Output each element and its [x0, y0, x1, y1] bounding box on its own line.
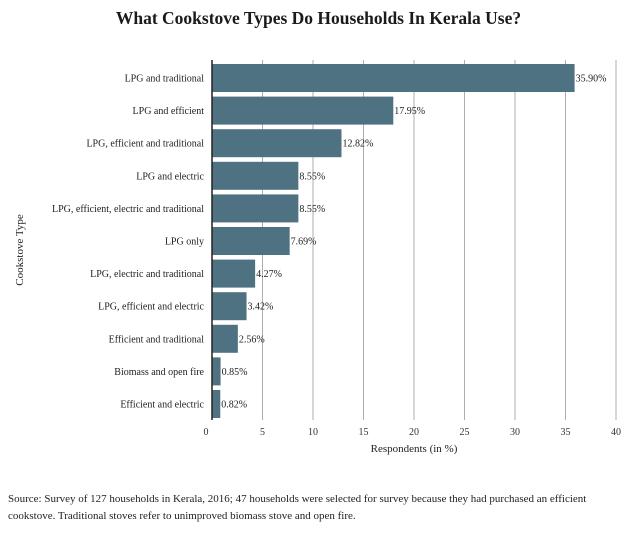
bar	[212, 161, 299, 190]
x-tick-label: 30	[510, 427, 520, 438]
value-label: 3.42%	[248, 302, 274, 313]
bar-chart: 0 5 10 15 20 25 30 35 40 LPG and traditionalLPG …	[14, 60, 622, 455]
x-tick-label: 0	[204, 427, 209, 438]
category-label: LPG, electric and traditional	[90, 269, 204, 280]
value-labels: 35.90% 17.95% 12.82% 8.55% 8.55% 7.69% 4.27% 3.…	[221, 74, 606, 411]
category-label: Efficient and traditional	[109, 334, 205, 345]
value-label: 8.55%	[299, 204, 325, 215]
chart-title: What Cookstove Types Do Households In Ke…	[115, 8, 522, 28]
x-tick-label: 35	[561, 427, 571, 438]
x-axis-title: Respondents (in %)	[371, 443, 458, 455]
y-axis-categories: LPG and traditional LPG and efficient LPG,…	[52, 74, 205, 411]
bar	[212, 194, 299, 223]
category-label: LPG, efficient and electric	[98, 302, 204, 313]
value-label: 4.27%	[256, 269, 282, 280]
value-label: 12.82%	[342, 139, 373, 150]
bar	[212, 129, 342, 158]
value-label: 8.55%	[299, 171, 325, 182]
category-label: LPG and efficient	[133, 106, 205, 117]
x-tick-label: 5	[260, 427, 265, 438]
x-tick-label: 25	[460, 427, 470, 438]
bars	[212, 64, 575, 418]
category-label: LPG, efficient and traditional	[86, 139, 204, 150]
bar	[212, 96, 394, 125]
value-label: 17.95%	[394, 106, 425, 117]
x-axis-ticks: 0 5 10 15 20 25 30 35 40	[204, 427, 622, 438]
x-tick-label: 10	[308, 427, 318, 438]
value-label: 2.56%	[239, 334, 265, 345]
x-tick-label: 15	[359, 427, 369, 438]
category-label: LPG and electric	[136, 171, 204, 182]
bar	[212, 324, 238, 353]
bar	[212, 259, 256, 288]
x-tick-label: 20	[409, 427, 419, 438]
bar	[212, 390, 221, 418]
bar	[212, 227, 290, 255]
category-label: LPG only	[165, 237, 204, 248]
x-tick-label: 40	[611, 427, 621, 438]
bar	[212, 357, 221, 386]
bar	[212, 292, 247, 321]
bar	[212, 64, 575, 92]
value-label: 0.82%	[221, 400, 247, 411]
category-label: Biomass and open fire	[114, 367, 204, 378]
y-axis-title: Cookstove Type	[14, 214, 26, 286]
category-label: Efficient and electric	[120, 400, 204, 411]
category-label: LPG, efficient, electric and traditional	[52, 204, 204, 215]
category-label: LPG and traditional	[125, 74, 205, 85]
value-label: 35.90%	[576, 74, 607, 85]
source-note: Source: Survey of 127 households in Kera…	[8, 493, 587, 522]
value-label: 0.85%	[222, 367, 248, 378]
value-label: 7.69%	[291, 237, 317, 248]
